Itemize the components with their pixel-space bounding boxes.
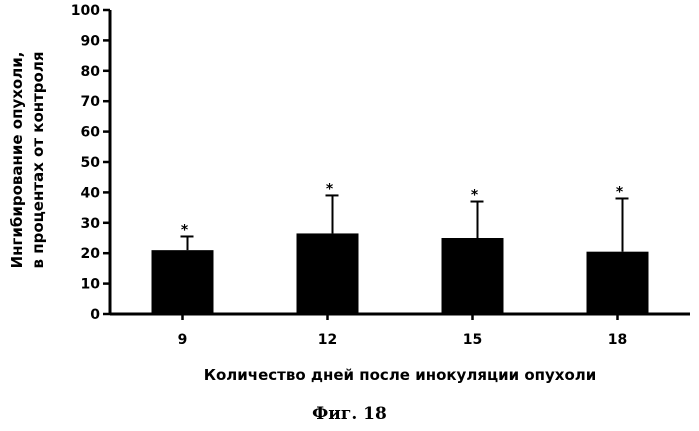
y-axis-title: Ингибирование опухоли, в процентах от ко… — [8, 52, 47, 269]
significance-marker: * — [326, 181, 334, 197]
significance-marker: * — [471, 188, 479, 204]
x-tick-label: 15 — [463, 332, 482, 348]
bar — [297, 233, 359, 314]
significance-marker: * — [181, 222, 189, 238]
bars: * * * * — [152, 181, 649, 314]
x-tick-label: 9 — [178, 332, 188, 348]
y-axis-title-line1: Ингибирование опухоли, — [8, 52, 26, 269]
y-tick-label: 50 — [81, 155, 101, 171]
y-tick-label: 40 — [81, 185, 101, 201]
y-tick-label: 60 — [81, 125, 101, 141]
y-tick-label: 20 — [81, 246, 101, 262]
y-tick-label: 10 — [81, 277, 101, 293]
figure-caption: Фиг. 18 — [0, 404, 699, 424]
bar-chart: Ингибирование опухоли, в процентах от ко… — [0, 0, 699, 400]
y-tick-label: 30 — [81, 216, 101, 232]
bar — [587, 252, 649, 314]
y-axis: 0 10 20 30 40 50 60 70 80 90 100 — [71, 3, 110, 323]
bar — [152, 250, 214, 314]
x-axis-title: Количество дней после инокуляции опухоли — [204, 366, 597, 384]
y-tick-label: 70 — [81, 94, 101, 110]
x-tick-label: 12 — [318, 332, 337, 348]
y-axis-title-line2: в процентах от контроля — [29, 52, 47, 269]
y-tick-label: 0 — [90, 307, 100, 323]
bar — [442, 238, 504, 314]
x-axis: 9 12 15 18 — [110, 314, 690, 348]
y-tick-label: 90 — [81, 33, 101, 49]
significance-marker: * — [616, 184, 624, 200]
y-tick-label: 80 — [81, 64, 101, 80]
y-tick-label: 100 — [71, 3, 100, 19]
x-tick-label: 18 — [608, 332, 627, 348]
